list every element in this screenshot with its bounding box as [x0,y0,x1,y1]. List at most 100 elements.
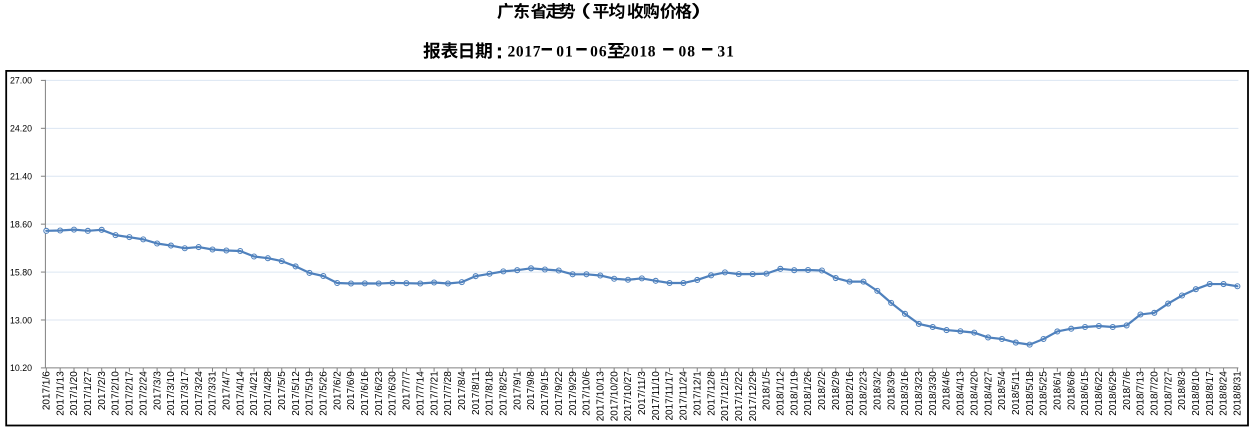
svg-text:2018/6/29: 2018/6/29 [1108,371,1119,416]
svg-text:2017/1/6: 2017/1/6 [42,371,53,410]
svg-text:2017/3/3: 2017/3/3 [152,371,163,410]
svg-text:2017/11/17: 2017/11/17 [665,371,676,421]
svg-text:2017/1/27: 2017/1/27 [83,371,94,416]
svg-text:2017/10/27: 2017/10/27 [623,371,634,421]
svg-text:24.20: 24.20 [10,124,32,134]
svg-text:13.00: 13.00 [10,315,32,325]
svg-text:2017/4/28: 2017/4/28 [263,371,274,416]
svg-text:2018/2/9: 2018/2/9 [831,371,842,410]
svg-text:2018/5/18: 2018/5/18 [1025,371,1036,416]
svg-text:2017/11/24: 2017/11/24 [679,371,690,421]
svg-text:31: 31 [717,44,734,61]
svg-text:2018/7/27: 2018/7/27 [1163,371,1174,416]
svg-text:2018/4/13: 2018/4/13 [956,371,967,416]
svg-text:2017/8/11: 2017/8/11 [471,371,482,415]
svg-text:2018/2/16: 2018/2/16 [845,371,856,416]
svg-text:2017/3/24: 2017/3/24 [194,371,205,416]
svg-text:2017/6/2: 2017/6/2 [332,371,343,410]
svg-text:2017/11/10: 2017/11/10 [651,371,662,421]
svg-text:2017/3/31: 2017/3/31 [208,371,219,416]
svg-text:2017/7/7: 2017/7/7 [402,371,413,410]
svg-text:2017/4/21: 2017/4/21 [249,371,260,416]
svg-text:2017/8/18: 2017/8/18 [485,371,496,416]
svg-text:2017/12/1: 2017/12/1 [692,371,703,416]
svg-text:2018/1/5: 2018/1/5 [762,371,773,410]
svg-text:2017/2/24: 2017/2/24 [138,371,149,416]
svg-text:2018/1/12: 2018/1/12 [776,371,787,416]
svg-text:2018/4/6: 2018/4/6 [942,371,953,410]
svg-text:2018/8/10: 2018/8/10 [1191,371,1202,416]
svg-text:2018/3/23: 2018/3/23 [914,371,925,416]
svg-text:2018/3/30: 2018/3/30 [928,371,939,416]
svg-text:2017/5/5: 2017/5/5 [277,371,288,410]
svg-text:2018/7/6: 2018/7/6 [1122,371,1133,410]
svg-text:2017/6/30: 2017/6/30 [388,371,399,416]
svg-text:2017/7/28: 2017/7/28 [443,371,454,416]
svg-text:2017/8/4: 2017/8/4 [457,371,468,410]
svg-text:2018/6/15: 2018/6/15 [1080,371,1091,416]
svg-text:2017/1/13: 2017/1/13 [55,371,66,416]
svg-text:2017/9/15: 2017/9/15 [540,371,551,416]
svg-text:2018/6/22: 2018/6/22 [1094,371,1105,416]
svg-text:2017/6/16: 2017/6/16 [360,371,371,416]
svg-text:2017/12/15: 2017/12/15 [720,371,731,421]
svg-text:2018/8/24: 2018/8/24 [1219,371,1230,416]
svg-text:2017/3/17: 2017/3/17 [180,371,191,416]
svg-text:2017/10/20: 2017/10/20 [609,371,620,421]
svg-text:2018/8/17: 2018/8/17 [1205,371,1216,416]
svg-text:2018/4/20: 2018/4/20 [969,371,980,416]
svg-text:06: 06 [590,44,607,61]
svg-text:2017/2/10: 2017/2/10 [111,371,122,416]
svg-text:2017/1/20: 2017/1/20 [69,371,80,416]
svg-text:2017/5/19: 2017/5/19 [305,371,316,416]
svg-text:2018/1/26: 2018/1/26 [803,371,814,416]
svg-text:2018/3/2: 2018/3/2 [873,371,884,410]
svg-text:2018/3/16: 2018/3/16 [900,371,911,416]
svg-text:15.80: 15.80 [10,267,32,277]
svg-text:2017/8/25: 2017/8/25 [499,371,510,416]
svg-text:2017/4/14: 2017/4/14 [235,371,246,416]
svg-text:2018: 2018 [623,44,656,61]
svg-text:2017/7/14: 2017/7/14 [415,371,426,416]
svg-text:2017/10/6: 2017/10/6 [582,371,593,416]
svg-text:01: 01 [556,44,573,61]
svg-text:2017/3/10: 2017/3/10 [166,371,177,416]
svg-text:2017/9/8: 2017/9/8 [526,371,537,410]
svg-text:2017/10/13: 2017/10/13 [596,371,607,421]
svg-text:2018/2/23: 2018/2/23 [859,371,870,416]
svg-text:2017/6/23: 2017/6/23 [374,371,385,416]
svg-text:2017/2/3: 2017/2/3 [97,371,108,410]
svg-text:2018/4/27: 2018/4/27 [983,371,994,416]
svg-text:08: 08 [679,44,696,61]
svg-text:2017: 2017 [508,44,541,61]
svg-text:2017/9/22: 2017/9/22 [554,371,565,416]
svg-text:2018/6/8: 2018/6/8 [1066,371,1077,410]
svg-text:2018/8/3: 2018/8/3 [1177,371,1188,410]
svg-text:2018/2/2: 2018/2/2 [817,371,828,410]
svg-text:2017/2/17: 2017/2/17 [125,371,136,416]
svg-text:2018/6/1: 2018/6/1 [1053,371,1064,410]
svg-text:2017/7/21: 2017/7/21 [429,371,440,416]
svg-text:2018/7/20: 2018/7/20 [1150,371,1161,416]
svg-text:2018/5/4: 2018/5/4 [997,371,1008,410]
svg-text:2017/5/26: 2017/5/26 [319,371,330,416]
svg-text:2017/4/7: 2017/4/7 [222,371,233,410]
svg-text:2018/5/25: 2018/5/25 [1039,371,1050,416]
svg-text:10.20: 10.20 [10,363,32,373]
svg-text:2017/12/22: 2017/12/22 [734,371,745,421]
svg-text:2018/1/19: 2018/1/19 [789,371,800,416]
svg-text:2018/7/13: 2018/7/13 [1136,371,1147,416]
svg-text:2017/6/9: 2017/6/9 [346,371,357,410]
svg-text:27.00: 27.00 [10,76,32,86]
svg-text:2017/5/12: 2017/5/12 [291,371,302,416]
svg-text:2017/12/29: 2017/12/29 [748,371,759,421]
svg-text:2017/11/3: 2017/11/3 [637,371,648,415]
svg-text:2017/12/8: 2017/12/8 [706,371,717,416]
svg-text:2017/9/1: 2017/9/1 [512,371,523,410]
svg-text:2018/8/31: 2018/8/31 [1233,371,1244,416]
svg-text:21.40: 21.40 [10,172,32,182]
svg-text:18.60: 18.60 [10,219,32,229]
svg-text:2017/9/29: 2017/9/29 [568,371,579,416]
svg-text:2018/5/11: 2018/5/11 [1011,371,1022,415]
svg-text:2018/3/9: 2018/3/9 [886,371,897,410]
